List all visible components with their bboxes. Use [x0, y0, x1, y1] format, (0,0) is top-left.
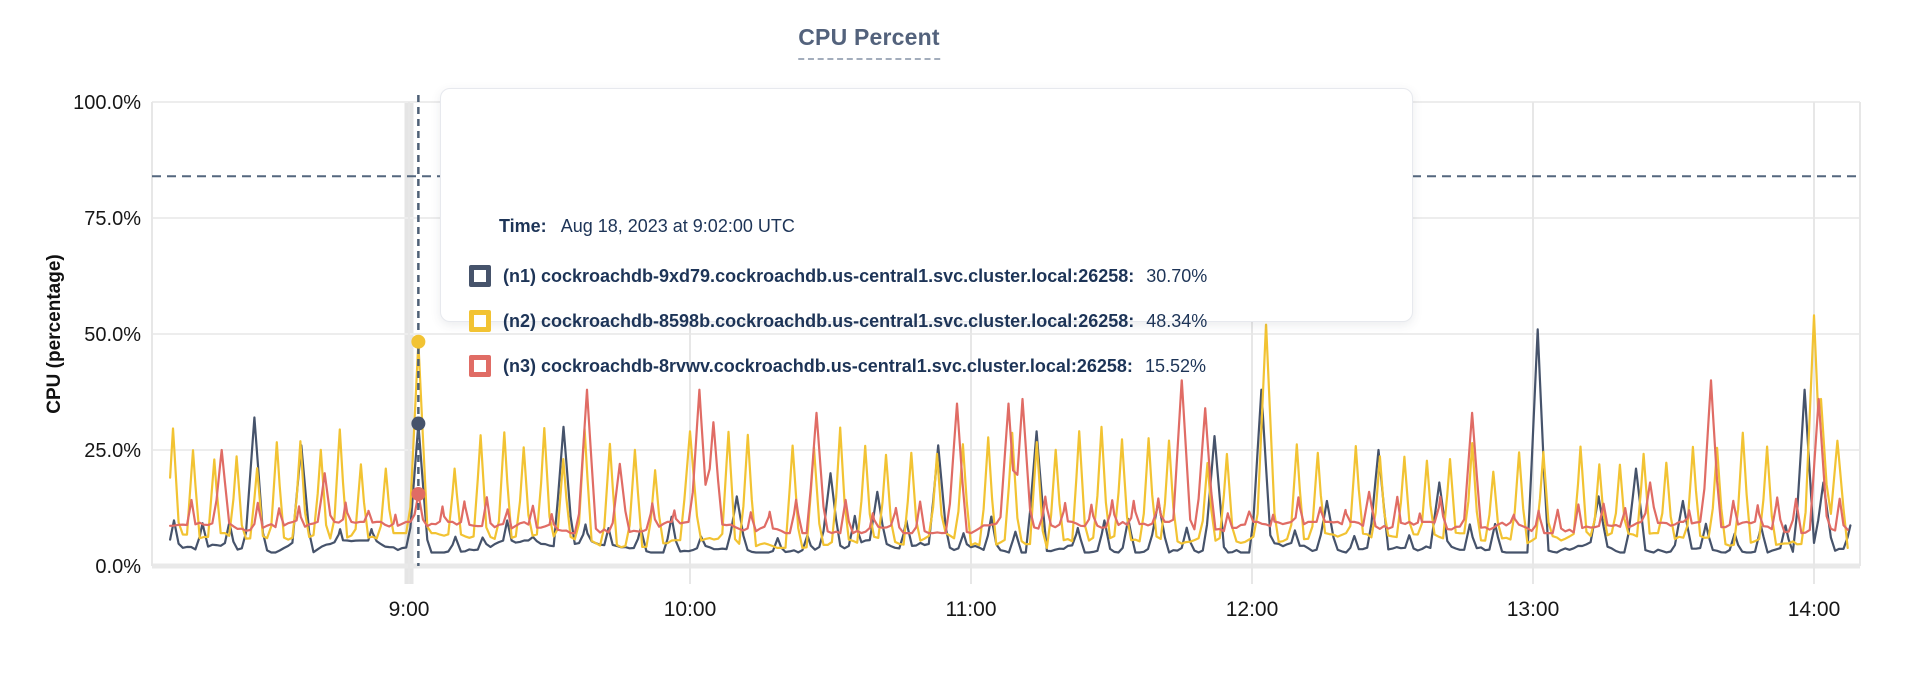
series-label-n3: (n3) cockroachdb-8rvwv.cockroachdb.us-ce… [503, 355, 1133, 376]
series-label-n2: (n2) cockroachdb-8598b.cockroachdb.us-ce… [503, 310, 1135, 331]
hover-dot-n3 [411, 486, 426, 501]
y-tick-0.0%: 0.0% [95, 556, 141, 578]
chart-title[interactable]: CPU Percent [798, 24, 940, 60]
x-tick-10:00: 10:00 [664, 598, 717, 621]
series-swatch-n1-icon [469, 265, 491, 287]
x-tick-11:00: 11:00 [946, 598, 997, 621]
series-line-n3 [169, 379, 1849, 535]
series-value-n2: 48.34% [1146, 310, 1208, 331]
x-tick-14:00: 14:00 [1788, 598, 1841, 621]
series-value-n1: 30.70% [1146, 265, 1208, 286]
series-label-n1: (n1) cockroachdb-9xd79.cockroachdb.us-ce… [503, 265, 1135, 286]
gridlines [151, 101, 1861, 584]
tooltip-time-row: Time: Aug 18, 2023 at 9:02:00 UTC [499, 216, 795, 237]
series-value-n3: 15.52% [1144, 355, 1206, 376]
y-tick-100.0%: 100.0% [73, 92, 141, 114]
chart-tooltip: Time: Aug 18, 2023 at 9:02:00 UTC (n1) co… [440, 88, 1413, 377]
hover-point-markers [411, 334, 426, 501]
tooltip-series-row-n1: (n1) cockroachdb-9xd79.cockroachdb.us-ce… [469, 265, 1207, 287]
y-tick-50.0%: 50.0% [84, 324, 141, 346]
y-axis-tick-labels: 0.0% 25.0% 50.0% 75.0% 100.0% [73, 92, 141, 578]
y-tick-75.0%: 75.0% [84, 208, 141, 230]
tooltip-series-row-n2: (n2) cockroachdb-8598b.cockroachdb.us-ce… [469, 310, 1207, 332]
series-line-n1 [169, 328, 1852, 554]
hover-dot-n1 [411, 416, 426, 431]
series-swatch-n2-icon [469, 310, 491, 332]
series-swatch-n3-icon [469, 355, 491, 377]
y-axis-label: CPU (percentage) [44, 254, 65, 414]
hover-dot-n2 [411, 334, 426, 349]
x-tick-9:00: 9:00 [389, 598, 430, 621]
series-lines [169, 314, 1852, 554]
x-tick-12:00: 12:00 [1226, 598, 1279, 621]
tooltip-time-value: Aug 18, 2023 at 9:02:00 UTC [560, 216, 795, 236]
tooltip-time-label: Time: [499, 216, 547, 236]
y-tick-25.0%: 25.0% [84, 440, 141, 462]
tooltip-series-row-n3: (n3) cockroachdb-8rvwv.cockroachdb.us-ce… [469, 355, 1206, 377]
series-line-n2 [169, 314, 1849, 550]
x-axis-tick-labels: 9:00 10:00 11:00 12:00 13:00 14:00 [389, 598, 1841, 621]
x-tick-13:00: 13:00 [1507, 598, 1560, 621]
